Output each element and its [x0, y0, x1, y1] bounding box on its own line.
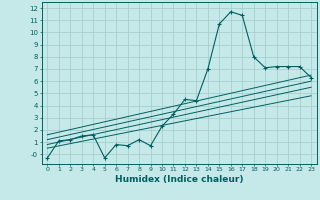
X-axis label: Humidex (Indice chaleur): Humidex (Indice chaleur): [115, 175, 244, 184]
